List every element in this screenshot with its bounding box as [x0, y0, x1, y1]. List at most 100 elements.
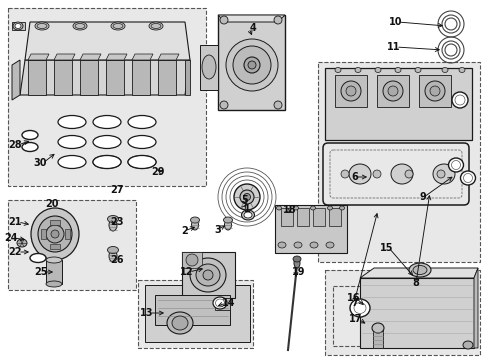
Ellipse shape	[128, 116, 156, 129]
Text: 16: 16	[346, 293, 359, 303]
Ellipse shape	[436, 170, 444, 178]
Ellipse shape	[30, 253, 46, 262]
Ellipse shape	[37, 23, 47, 28]
Ellipse shape	[273, 16, 282, 24]
Ellipse shape	[109, 250, 117, 262]
Bar	[50, 243, 60, 248]
Ellipse shape	[215, 299, 224, 307]
Ellipse shape	[75, 23, 85, 28]
Ellipse shape	[15, 23, 21, 28]
Bar	[138, 280, 252, 348]
Ellipse shape	[128, 135, 156, 149]
Text: 1: 1	[243, 204, 250, 214]
Ellipse shape	[310, 206, 315, 210]
Polygon shape	[218, 15, 285, 22]
Ellipse shape	[73, 22, 87, 30]
Ellipse shape	[58, 156, 86, 168]
Polygon shape	[132, 60, 150, 95]
Ellipse shape	[432, 164, 454, 184]
Polygon shape	[106, 60, 124, 95]
Ellipse shape	[247, 61, 256, 69]
Ellipse shape	[51, 230, 59, 238]
Ellipse shape	[191, 220, 198, 230]
Ellipse shape	[225, 39, 278, 91]
Text: 5: 5	[241, 195, 247, 205]
Text: 15: 15	[379, 243, 392, 253]
Ellipse shape	[22, 131, 38, 140]
Text: 13: 13	[139, 308, 153, 318]
Ellipse shape	[325, 242, 333, 248]
Ellipse shape	[382, 81, 402, 101]
Ellipse shape	[424, 81, 444, 101]
Ellipse shape	[441, 68, 447, 72]
Ellipse shape	[372, 170, 380, 178]
Ellipse shape	[149, 22, 163, 30]
Ellipse shape	[213, 297, 226, 309]
Ellipse shape	[412, 266, 426, 274]
Ellipse shape	[354, 68, 360, 72]
Ellipse shape	[113, 23, 123, 28]
Ellipse shape	[224, 220, 231, 230]
Ellipse shape	[371, 323, 383, 333]
Polygon shape	[25, 22, 190, 60]
Ellipse shape	[244, 57, 260, 73]
Bar	[372, 330, 382, 348]
Polygon shape	[325, 68, 471, 140]
Bar	[312, 208, 325, 226]
Bar	[8, 8, 205, 186]
Text: 30: 30	[34, 158, 47, 168]
Ellipse shape	[390, 164, 412, 184]
Ellipse shape	[240, 190, 253, 204]
Ellipse shape	[17, 239, 27, 247]
Text: 27: 27	[110, 185, 123, 195]
Ellipse shape	[22, 143, 38, 152]
Bar	[296, 208, 308, 226]
Ellipse shape	[340, 170, 348, 178]
Ellipse shape	[31, 208, 79, 260]
Polygon shape	[106, 54, 127, 60]
Ellipse shape	[220, 101, 227, 109]
Ellipse shape	[107, 247, 118, 253]
Polygon shape	[54, 54, 75, 60]
Ellipse shape	[454, 95, 464, 105]
Ellipse shape	[128, 156, 156, 168]
Polygon shape	[200, 45, 218, 90]
Ellipse shape	[93, 156, 121, 168]
Bar	[46, 260, 62, 284]
Ellipse shape	[450, 161, 460, 170]
Text: 29: 29	[151, 167, 164, 177]
Text: 24: 24	[4, 233, 18, 243]
Polygon shape	[359, 268, 477, 278]
Ellipse shape	[93, 135, 121, 149]
Text: 23: 23	[110, 217, 123, 227]
Polygon shape	[28, 54, 49, 60]
Ellipse shape	[46, 225, 64, 243]
Text: 4: 4	[249, 23, 256, 33]
Ellipse shape	[278, 242, 285, 248]
Ellipse shape	[309, 242, 317, 248]
Ellipse shape	[109, 219, 117, 231]
Ellipse shape	[223, 217, 232, 223]
Ellipse shape	[196, 264, 220, 286]
Polygon shape	[20, 60, 190, 95]
Ellipse shape	[220, 16, 227, 24]
Ellipse shape	[408, 263, 430, 277]
Polygon shape	[158, 54, 179, 60]
Ellipse shape	[46, 257, 62, 263]
Text: 3: 3	[214, 225, 221, 235]
Ellipse shape	[46, 281, 62, 287]
Ellipse shape	[273, 101, 282, 109]
Ellipse shape	[243, 194, 250, 201]
Text: 18: 18	[283, 205, 296, 215]
Ellipse shape	[460, 171, 474, 185]
Polygon shape	[215, 298, 229, 310]
Polygon shape	[132, 54, 153, 60]
Bar	[50, 220, 60, 225]
Ellipse shape	[151, 23, 161, 28]
Polygon shape	[218, 15, 285, 110]
Bar	[317, 62, 479, 262]
Polygon shape	[12, 60, 20, 100]
Bar	[41, 229, 45, 239]
Bar	[317, 62, 479, 262]
Ellipse shape	[93, 156, 121, 168]
